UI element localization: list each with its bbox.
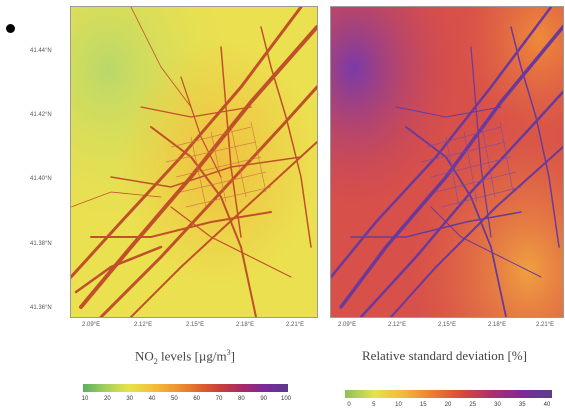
colorbar-tick: 60 (193, 396, 200, 402)
lat-tick: 41.38°N (30, 241, 52, 247)
lon-tick: 2.18°E (236, 322, 255, 328)
rsd-map-panel (330, 6, 564, 318)
lat-tick: 41.36°N (30, 305, 52, 311)
lon-tick: 2.12°E (388, 322, 407, 328)
colorbar-tick: 10 (81, 396, 89, 402)
caption-part: levels [µg/m (157, 348, 227, 364)
no2-map-panel (70, 6, 318, 318)
list-bullet (6, 24, 15, 33)
no2-map (71, 7, 317, 317)
road-network (331, 7, 563, 317)
caption-superscript: 3 (226, 348, 231, 357)
rsd-caption: Relative standard deviation [%] (362, 348, 527, 363)
colorbar-tick: 10 (395, 402, 402, 408)
colorbar-tick: 5 (372, 402, 376, 408)
lon-tick: 2.12°E (134, 322, 153, 328)
colorbar-tick: 70 (215, 396, 223, 402)
lat-tick: 41.40°N (30, 176, 52, 182)
colorbar-tick: 40 (543, 402, 551, 408)
rsd-map (331, 7, 563, 317)
lon-tick: 2.21°E (536, 322, 555, 328)
caption-subscript: 2 (153, 356, 158, 366)
colorbar-tick: 100 (280, 396, 292, 402)
lon-tick: 2.15°E (438, 322, 457, 328)
no2-caption: NO2 levels [µg/m3] (135, 348, 235, 366)
colorbar-tick: 90 (260, 396, 267, 402)
road-network (71, 7, 317, 317)
caption-part: ] (230, 348, 235, 364)
colorbar-tick: 80 (237, 396, 245, 402)
lon-tick: 2.15°E (186, 322, 205, 328)
no2-colorbar (83, 384, 288, 392)
lat-tick: 41.44°N (30, 48, 52, 54)
lat-tick: 41.42°N (30, 112, 52, 118)
colorbar-tick: 15 (419, 402, 427, 408)
colorbar-tick: 30 (494, 402, 501, 408)
lon-tick: 2.21°E (286, 322, 305, 328)
colorbar-tick: 50 (170, 396, 178, 402)
colorbar-tick: 20 (103, 396, 111, 402)
lon-tick: 2.09°E (82, 322, 101, 328)
colorbar-tick: 20 (444, 402, 452, 408)
dense-street-grid (420, 121, 522, 208)
caption-part: NO (135, 348, 154, 364)
lon-tick: 2.18°E (488, 322, 507, 328)
dense-street-grid (165, 121, 272, 208)
colorbar-tick: 30 (126, 396, 133, 402)
rsd-colorbar (345, 390, 552, 398)
lon-tick: 2.09°E (338, 322, 357, 328)
colorbar-tick: 25 (469, 402, 477, 408)
colorbar-tick: 35 (518, 402, 526, 408)
colorbar-tick: 0 (347, 402, 351, 408)
colorbar-tick: 40 (148, 396, 156, 402)
